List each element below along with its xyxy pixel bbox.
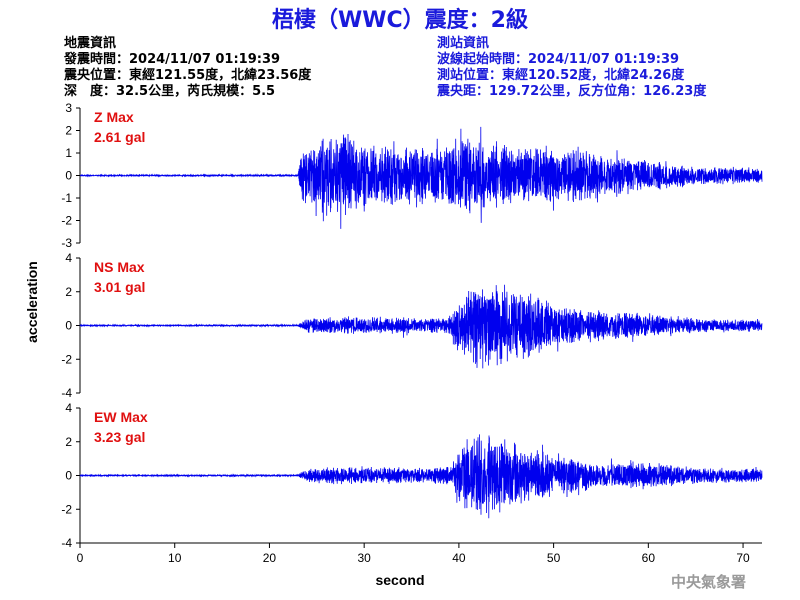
- chart-title: 梧棲（WWC）震度：2級: [272, 8, 528, 33]
- panel-ew: 4 2 0 -2 -4 EW Max 3.23 gal: [61, 401, 763, 550]
- y-tick-label: 0: [65, 169, 72, 183]
- epicentral-distance: 震央距：129.72公里，反方位角：126.23度: [437, 84, 707, 99]
- y-tick-label: 2: [65, 285, 72, 299]
- max-label-z: Z Max: [94, 109, 134, 125]
- y-tick-label: -2: [61, 214, 72, 228]
- y-tick-label: -2: [61, 502, 72, 516]
- panel-z: 3 2 1 0 -1 -2 -3 Z Max 2.61 gal: [61, 101, 763, 250]
- x-tick-label: 10: [168, 551, 182, 565]
- x-tick-label: 30: [357, 551, 371, 565]
- waveform-z: [80, 126, 763, 229]
- station-info-block: 測站資訊 波線起始時間：2024/11/07 01:19:39 測站位置：東經1…: [437, 36, 706, 100]
- max-value-ns: 3.01 gal: [94, 279, 145, 295]
- max-label-ew: EW Max: [94, 409, 148, 425]
- station-location: 測站位置：東經120.52度，北緯24.26度: [437, 68, 685, 83]
- agency-name: 中央氣象署: [671, 573, 746, 591]
- y-axis-label: acceleration: [24, 261, 40, 343]
- x-tick-label: 70: [736, 551, 750, 565]
- max-value-ew: 3.23 gal: [94, 429, 145, 445]
- origin-time: 發震時間：2024/11/07 01:19:39: [64, 52, 281, 67]
- waveform-ew: [79, 434, 763, 519]
- max-value-z: 2.61 gal: [94, 129, 145, 145]
- y-tick-label: 0: [65, 319, 72, 333]
- station-info-header: 測站資訊: [437, 36, 490, 51]
- y-tick-label: -1: [61, 191, 72, 205]
- x-tick-label: 20: [263, 551, 277, 565]
- max-label-ns: NS Max: [94, 259, 145, 275]
- panels-group: 3 2 1 0 -1 -2 -3 Z Max 2.61 gal 4 2 0 -2 -4 NS Max 3.01…: [61, 101, 763, 550]
- x-axis: 0 10 20 30 40 50 60 70: [77, 542, 762, 565]
- epicenter-location: 震央位置：東經121.55度，北緯23.56度: [64, 68, 312, 83]
- quake-info-header: 地震資訊: [64, 36, 117, 51]
- x-axis-label: second: [375, 572, 424, 588]
- panel-ns: 4 2 0 -2 -4 NS Max 3.01 gal: [61, 251, 763, 400]
- y-tick-label: 4: [65, 401, 72, 415]
- y-tick-label: -4: [61, 386, 72, 400]
- y-tick-label: 2: [65, 124, 72, 138]
- y-tick-label: -3: [61, 236, 72, 250]
- x-tick-label: 0: [77, 551, 84, 565]
- wave-start-time: 波線起始時間：2024/11/07 01:19:39: [437, 52, 680, 67]
- depth-magnitude: 深 度：32.5公里，芮氏規模：5.5: [64, 84, 276, 99]
- x-tick-label: 40: [452, 551, 466, 565]
- y-tick-label: 4: [65, 251, 72, 265]
- y-tick-label: 1: [65, 146, 72, 160]
- x-tick-label: 60: [642, 551, 656, 565]
- y-tick-label: 0: [65, 469, 72, 483]
- quake-info-block: 地震資訊 發震時間：2024/11/07 01:19:39 震央位置：東經121…: [64, 36, 311, 100]
- y-tick-label: -4: [61, 536, 72, 550]
- y-tick-label: 3: [65, 101, 72, 115]
- y-tick-label: -2: [61, 352, 72, 366]
- x-tick-label: 50: [547, 551, 561, 565]
- y-tick-label: 2: [65, 435, 72, 449]
- waveform-ns: [79, 284, 763, 369]
